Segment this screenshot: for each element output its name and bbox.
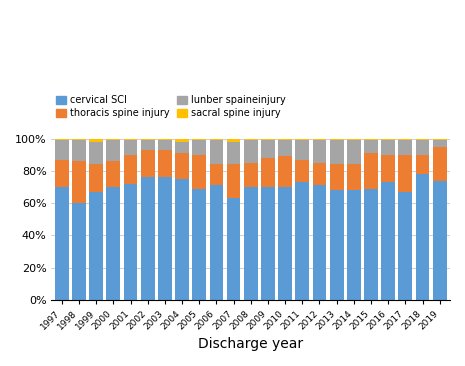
Bar <box>278 139 292 140</box>
Bar <box>261 139 275 140</box>
Bar <box>244 187 258 300</box>
Bar <box>330 164 344 190</box>
Bar <box>227 198 240 300</box>
Bar <box>433 180 446 300</box>
Bar <box>278 140 292 156</box>
Bar <box>193 140 206 155</box>
Bar <box>175 139 189 142</box>
Bar <box>381 139 395 140</box>
Bar <box>227 142 240 164</box>
Bar <box>381 140 395 155</box>
Bar <box>210 164 223 185</box>
Bar <box>347 190 361 300</box>
Bar <box>278 187 292 300</box>
Bar <box>89 142 103 164</box>
Bar <box>278 156 292 187</box>
Bar <box>72 203 86 300</box>
Bar <box>364 153 378 188</box>
Bar <box>399 139 412 140</box>
Bar <box>416 155 429 174</box>
Bar <box>124 184 137 300</box>
Bar <box>347 140 361 164</box>
Bar <box>312 163 326 185</box>
Bar <box>261 187 275 300</box>
Bar <box>141 150 154 177</box>
Bar <box>312 185 326 300</box>
Legend: cervical SCI, thoracis spine injury, lunber spaineinjury, sacral spine injury: cervical SCI, thoracis spine injury, lun… <box>56 95 286 118</box>
Bar <box>141 139 154 140</box>
Bar <box>193 155 206 188</box>
Bar <box>124 155 137 184</box>
Bar <box>330 139 344 140</box>
Bar <box>433 140 446 147</box>
Bar <box>433 147 446 180</box>
Bar <box>72 140 86 161</box>
Bar <box>193 188 206 300</box>
Bar <box>106 139 120 140</box>
Bar <box>295 160 309 182</box>
Bar <box>55 160 69 187</box>
Bar <box>295 140 309 160</box>
Bar <box>295 139 309 140</box>
Bar <box>210 140 223 164</box>
Bar <box>210 139 223 140</box>
Bar <box>193 139 206 140</box>
Bar <box>433 139 446 140</box>
Bar <box>175 179 189 300</box>
Bar <box>227 164 240 198</box>
Bar <box>364 139 378 140</box>
Bar <box>244 140 258 163</box>
Bar <box>141 177 154 300</box>
Bar <box>124 139 137 140</box>
Bar <box>416 140 429 155</box>
Bar <box>124 140 137 155</box>
Bar <box>106 140 120 161</box>
Bar <box>381 182 395 300</box>
Bar <box>106 161 120 187</box>
Bar <box>158 150 172 177</box>
Bar <box>347 164 361 190</box>
Bar <box>399 155 412 192</box>
Bar <box>261 140 275 158</box>
Bar <box>158 140 172 150</box>
Bar <box>244 163 258 187</box>
Bar <box>399 140 412 155</box>
Bar <box>89 192 103 300</box>
Bar <box>72 139 86 140</box>
Bar <box>312 139 326 140</box>
Bar <box>261 158 275 187</box>
Bar <box>141 140 154 150</box>
Bar <box>227 139 240 142</box>
Bar <box>244 139 258 140</box>
Bar <box>55 139 69 140</box>
Bar <box>364 140 378 153</box>
Bar <box>399 192 412 300</box>
Bar <box>158 177 172 300</box>
Bar <box>72 161 86 203</box>
Bar <box>295 182 309 300</box>
Bar <box>55 140 69 160</box>
Bar <box>416 139 429 140</box>
Bar <box>175 153 189 179</box>
Bar <box>312 140 326 163</box>
Bar <box>89 164 103 192</box>
Bar <box>158 139 172 140</box>
Bar <box>330 190 344 300</box>
X-axis label: Discharge year: Discharge year <box>198 337 303 351</box>
Bar <box>330 140 344 164</box>
Bar <box>210 185 223 300</box>
Bar <box>89 139 103 142</box>
Bar <box>55 187 69 300</box>
Bar <box>364 188 378 300</box>
Bar <box>175 142 189 153</box>
Bar <box>416 174 429 300</box>
Bar <box>347 139 361 140</box>
Bar <box>381 155 395 182</box>
Bar <box>106 187 120 300</box>
